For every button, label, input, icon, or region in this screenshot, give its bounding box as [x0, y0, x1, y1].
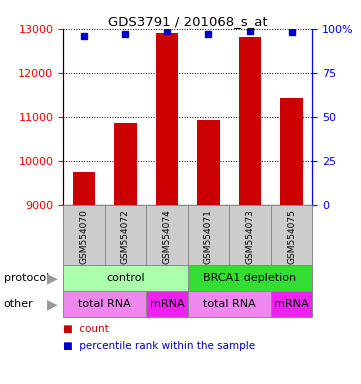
Text: ■  percentile rank within the sample: ■ percentile rank within the sample: [63, 341, 255, 351]
Bar: [63, 291, 146, 317]
Text: GSM554071: GSM554071: [204, 209, 213, 264]
Text: control: control: [106, 273, 145, 283]
Bar: [146, 291, 188, 317]
Bar: [63, 265, 188, 291]
Bar: [229, 205, 271, 265]
Bar: [156, 33, 178, 205]
Bar: [73, 172, 95, 205]
Text: mRNA: mRNA: [274, 299, 309, 309]
Bar: [188, 205, 229, 265]
Text: other: other: [4, 299, 33, 309]
Text: GSM554072: GSM554072: [121, 209, 130, 264]
Bar: [188, 265, 312, 291]
Bar: [280, 98, 303, 205]
Text: GSM554070: GSM554070: [79, 209, 88, 264]
Bar: [63, 205, 105, 265]
Text: total RNA: total RNA: [78, 299, 131, 309]
Text: mRNA: mRNA: [150, 299, 184, 309]
Text: protocol: protocol: [4, 273, 49, 283]
Text: ▶: ▶: [47, 271, 58, 285]
Text: ■  count: ■ count: [63, 324, 109, 334]
Text: GSM554073: GSM554073: [245, 209, 255, 264]
Title: GDS3791 / 201068_s_at: GDS3791 / 201068_s_at: [108, 15, 268, 28]
Bar: [271, 205, 312, 265]
Bar: [271, 291, 312, 317]
Bar: [114, 123, 137, 205]
Bar: [197, 120, 220, 205]
Text: BRCA1 depletion: BRCA1 depletion: [204, 273, 296, 283]
Bar: [105, 205, 146, 265]
Text: GSM554074: GSM554074: [162, 209, 171, 264]
Text: ▶: ▶: [47, 297, 58, 311]
Text: total RNA: total RNA: [203, 299, 256, 309]
Bar: [188, 291, 271, 317]
Bar: [239, 37, 261, 205]
Text: GSM554075: GSM554075: [287, 209, 296, 264]
Bar: [146, 205, 188, 265]
